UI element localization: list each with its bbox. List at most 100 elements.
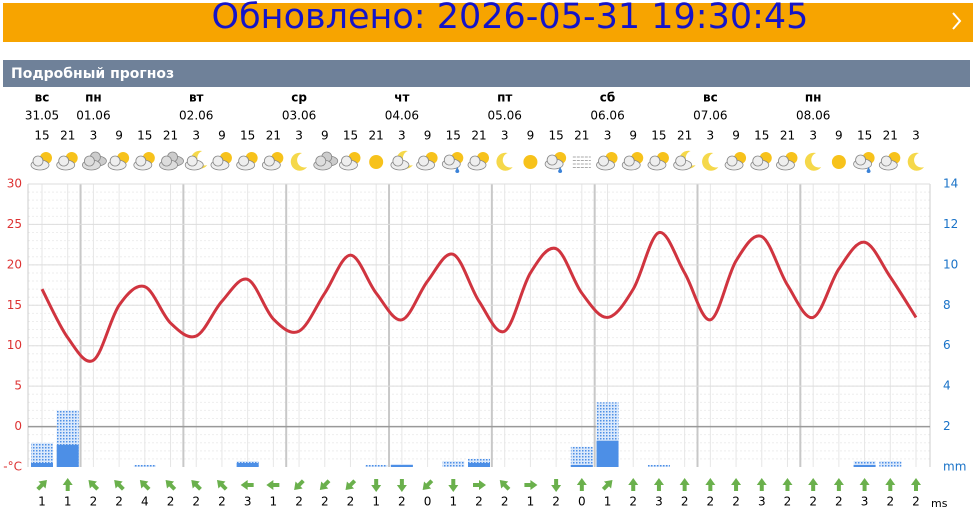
- cloud: [135, 155, 147, 167]
- weather-icon: [853, 152, 875, 173]
- wind-arrow: [911, 478, 921, 491]
- hour-label: 21: [780, 129, 795, 143]
- wind-arrow: [705, 478, 716, 491]
- cloud: [443, 154, 455, 166]
- wind-speed: 2: [347, 495, 355, 509]
- day-name: вс: [35, 91, 50, 105]
- weather-icon: [467, 152, 489, 171]
- panel-header: [3, 60, 970, 87]
- cloud: [212, 155, 224, 167]
- wind-speed: 2: [167, 495, 175, 509]
- wind-speed: 1: [449, 495, 457, 509]
- wind-speed: 1: [372, 495, 380, 509]
- wind-speed: 2: [192, 495, 200, 509]
- temperature-line: [40, 231, 918, 363]
- hour-label: 21: [60, 129, 75, 143]
- precip-bar: [56, 444, 79, 467]
- precip-total-bar: [647, 464, 670, 467]
- banner[interactable]: [3, 3, 973, 42]
- cloud: [855, 154, 866, 166]
- cloud: [32, 155, 44, 167]
- wind-arrow: [885, 478, 896, 491]
- hour-label: 15: [446, 129, 461, 143]
- weather-icon: [776, 152, 798, 171]
- hour-label: 21: [574, 129, 589, 143]
- hour-label: 3: [501, 129, 509, 143]
- hour-label: 15: [651, 129, 666, 143]
- arrow-shape: [371, 479, 382, 492]
- wind-arrow: [833, 478, 844, 491]
- weather-icon: [261, 152, 284, 171]
- temp-tick-label: 30: [7, 177, 22, 191]
- updated-text: Обновлено: 2026-05-31 19:30:45: [212, 0, 809, 37]
- weather-icon: [750, 152, 772, 171]
- wind-speed: 2: [115, 495, 123, 509]
- weather-icon: [673, 150, 696, 171]
- arrow-shape: [165, 480, 177, 491]
- arrow-shape: [885, 478, 896, 491]
- day-date: 04.06: [385, 109, 419, 123]
- arrow-shape: [216, 480, 228, 491]
- wind-speed: 2: [809, 495, 817, 509]
- hour-label: 3: [398, 129, 406, 143]
- banner-arrow[interactable]: [952, 12, 962, 30]
- weather-icon: [107, 152, 130, 171]
- hour-label: 15: [137, 129, 152, 143]
- wind-speed: 4: [141, 495, 149, 509]
- precip-bar: [853, 464, 876, 467]
- wind-arrow: [294, 479, 305, 490]
- hour-label: 3: [912, 129, 920, 143]
- cloud: [392, 155, 404, 167]
- wind-arrow: [499, 480, 511, 491]
- day-date: 06.06: [590, 109, 624, 123]
- moon: [702, 152, 719, 171]
- wind-arrow: [191, 480, 202, 491]
- precip-tick-label: 14: [943, 177, 958, 191]
- hour-label: 3: [604, 129, 612, 143]
- temp-unit: -°C: [3, 460, 22, 474]
- weather-icon: [159, 151, 184, 171]
- weather-icon: [290, 152, 308, 171]
- hour-label: 3: [809, 129, 817, 143]
- wind-speed: 3: [758, 495, 766, 509]
- wind-speed: 2: [501, 495, 509, 509]
- precip-tick-label: 8: [943, 298, 951, 312]
- hour-label: 15: [754, 129, 769, 143]
- arrow-shape: [422, 479, 434, 490]
- cloud: [546, 154, 558, 166]
- day-name: ср: [291, 91, 307, 105]
- wind-speed: 2: [835, 495, 843, 509]
- weather-icon: [523, 155, 538, 169]
- cloud: [109, 155, 121, 167]
- day-date: 05.06: [488, 109, 522, 123]
- arrow-shape: [36, 480, 47, 491]
- sun: [523, 155, 538, 169]
- precip-total-bar: [879, 460, 902, 467]
- cloud: [752, 155, 764, 167]
- hour-label: 15: [240, 129, 255, 143]
- cloud: [238, 155, 250, 167]
- wind-arrow: [36, 480, 47, 491]
- hour-label: 21: [883, 129, 898, 143]
- moon: [290, 152, 308, 171]
- wind-arrow: [859, 478, 870, 491]
- hour-label: 9: [218, 129, 226, 143]
- weather-icon: [390, 150, 413, 171]
- weather-icon: [133, 152, 155, 171]
- arrow-shape: [448, 479, 459, 492]
- precip-bar: [236, 462, 259, 467]
- wind-unit: ms: [931, 497, 948, 508]
- wind-speed: 2: [321, 495, 329, 509]
- day-date: 02.06: [179, 109, 213, 123]
- arrow-shape: [396, 479, 407, 492]
- weather-icon: [369, 155, 384, 169]
- cloud: [315, 155, 327, 167]
- moon: [804, 152, 822, 171]
- wind-speed: 2: [912, 495, 920, 509]
- arrow-shape: [319, 479, 331, 490]
- moon: [496, 152, 513, 171]
- hour-label: 9: [732, 129, 740, 143]
- wind-arrow: [731, 478, 742, 491]
- arrow-shape: [576, 478, 587, 491]
